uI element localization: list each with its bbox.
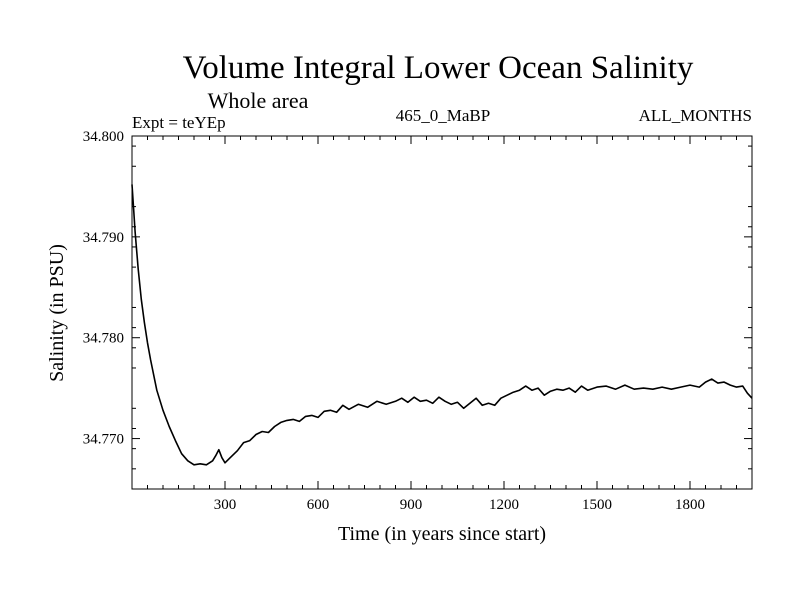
experiment-label: Expt = teYEp [132,113,226,132]
period-label: ALL_MONTHS [639,106,752,125]
x-tick-label: 900 [400,497,423,513]
chart-subtitle: Whole area [208,88,309,113]
chart-title: Volume Integral Lower Ocean Salinity [183,50,694,86]
x-tick-label: 1800 [675,497,705,513]
x-axis-label: Time (in years since start) [338,523,546,545]
x-tick-label: 1200 [489,497,519,513]
x-tick-label: 600 [307,497,330,513]
axis-ticks [132,135,752,489]
y-tick-label: 34.770 [83,432,124,448]
run-label: 465_0_MaBP [396,106,490,125]
y-tick-label: 34.790 [83,230,124,246]
axis-tick-labels: 300 600 900 1200 1500 1800 34.770 34.780 34.790 3… [83,129,705,513]
y-tick-label: 34.800 [83,129,124,145]
x-tick-label: 1500 [582,497,612,513]
y-tick-label: 34.780 [83,331,124,347]
x-tick-label: 300 [214,497,237,513]
y-axis-label: Salinity (in PSU) [46,244,68,382]
plot-frame [131,135,753,490]
salinity-series-line [131,184,753,466]
